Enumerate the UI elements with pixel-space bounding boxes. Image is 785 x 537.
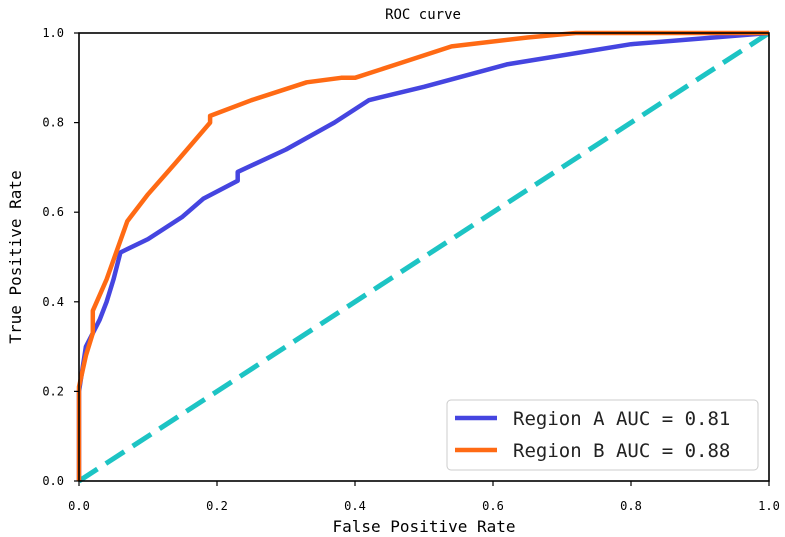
- legend-box: [446, 399, 759, 471]
- y-axis: 0.0 0.2 0.4 0.6 0.8 1.0: [42, 26, 79, 488]
- y-tick-label: 0.6: [42, 205, 64, 219]
- y-tick-label: 0.0: [42, 474, 64, 488]
- plot-frame: [78, 32, 770, 482]
- y-tick-label: 0.8: [42, 116, 64, 130]
- x-axis-title: False Positive Rate: [332, 517, 515, 536]
- x-tick-label: 0.4: [344, 499, 366, 513]
- series-layer: [76, 30, 771, 484]
- legend-label-region-a: Region A AUC = 0.81: [513, 408, 730, 430]
- legend-label-region-b: Region B AUC = 0.88: [513, 440, 730, 462]
- x-tick-label: 1.0: [758, 499, 780, 513]
- y-tick-label: 0.2: [42, 384, 64, 398]
- y-tick-label: 0.4: [42, 295, 64, 309]
- chance-diagonal-line: [77, 30, 771, 484]
- x-tick-label: 0.2: [206, 499, 228, 513]
- series-line-region-b: [76, 30, 769, 481]
- x-tick-label: 0.6: [482, 499, 504, 513]
- x-axis: 0.0 0.2 0.4 0.6 0.8 1.0: [68, 481, 780, 513]
- y-axis-title: True Positive Rate: [6, 170, 25, 343]
- legend: Region A AUC = 0.81 Region B AUC = 0.88: [446, 399, 759, 471]
- x-tick-label: 0.8: [620, 499, 642, 513]
- chart-title: ROC curve: [385, 7, 461, 23]
- y-tick-label: 1.0: [42, 26, 64, 40]
- x-tick-label: 0.0: [68, 499, 90, 513]
